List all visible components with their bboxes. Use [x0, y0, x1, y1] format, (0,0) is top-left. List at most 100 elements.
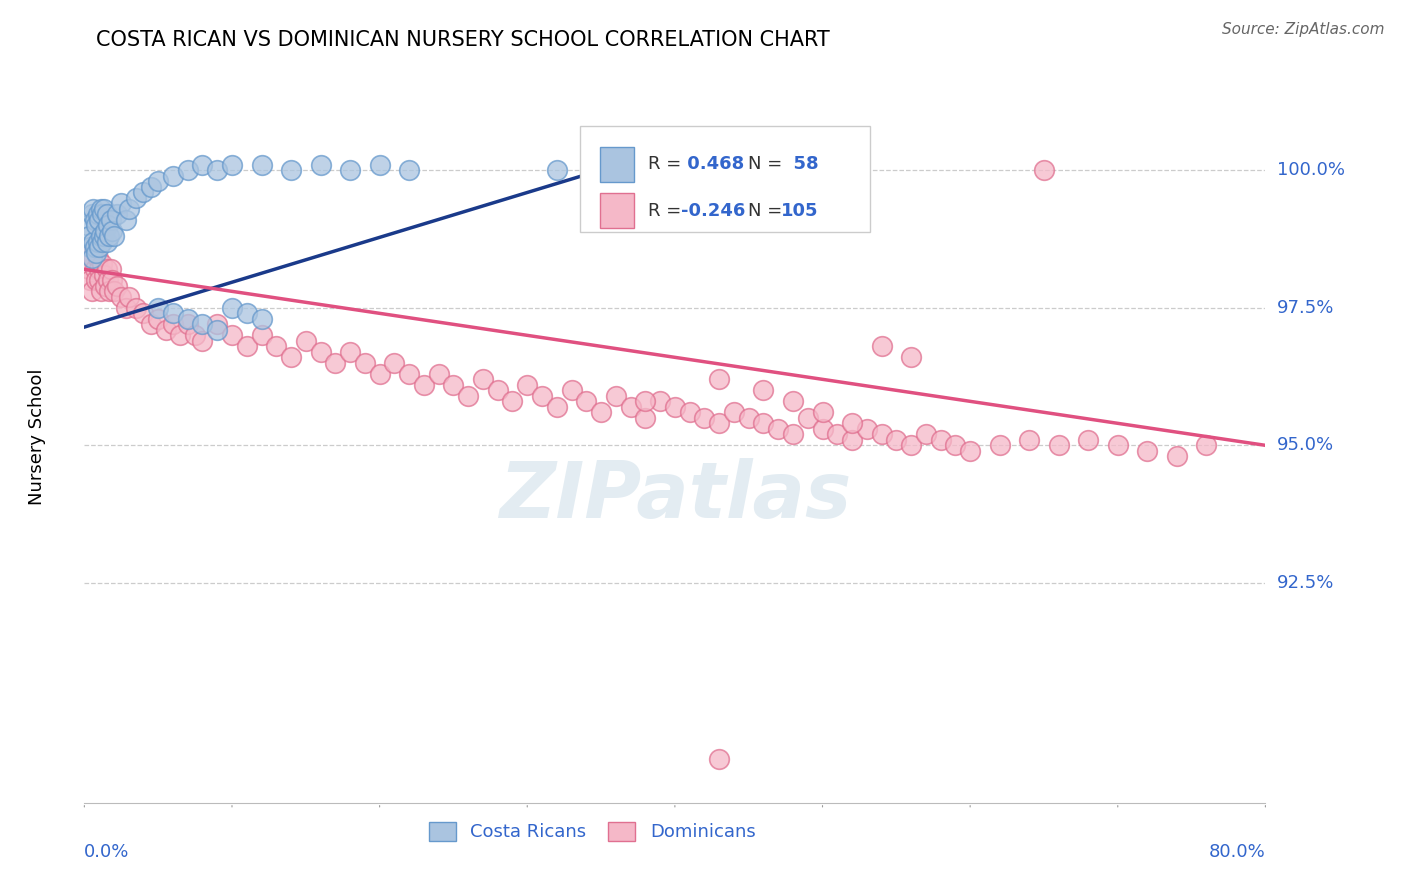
Point — [561, 384, 583, 398]
Point — [382, 356, 406, 370]
Text: ZIPatlas: ZIPatlas — [499, 458, 851, 533]
Point — [80, 285, 103, 299]
Point — [132, 306, 155, 320]
Point — [118, 290, 141, 304]
Point — [177, 163, 200, 178]
Point — [148, 311, 170, 326]
Point — [87, 212, 111, 227]
Text: Source: ZipAtlas.com: Source: ZipAtlas.com — [1222, 22, 1385, 37]
Point — [105, 207, 128, 221]
Point — [114, 301, 136, 315]
Point — [93, 229, 115, 244]
Point — [295, 334, 318, 348]
Text: Nursery School: Nursery School — [28, 368, 46, 506]
Text: 0.468: 0.468 — [681, 155, 744, 173]
Point — [841, 417, 863, 431]
Point — [486, 384, 509, 398]
Point — [546, 163, 568, 178]
Point — [368, 158, 391, 172]
Point — [162, 169, 184, 183]
Point — [84, 219, 107, 233]
Point — [76, 219, 98, 233]
Point — [82, 252, 104, 266]
Point — [354, 356, 377, 370]
Point — [236, 306, 259, 320]
Point — [280, 351, 302, 365]
Point — [169, 328, 191, 343]
Point — [110, 196, 132, 211]
Point — [516, 377, 538, 392]
Point — [87, 240, 111, 254]
Point — [531, 389, 554, 403]
FancyBboxPatch shape — [600, 194, 634, 228]
Point — [709, 417, 731, 431]
Point — [988, 438, 1011, 452]
Point — [96, 207, 118, 221]
Text: 100.0%: 100.0% — [1277, 161, 1344, 179]
Point — [93, 268, 115, 282]
Point — [86, 235, 108, 249]
Point — [207, 163, 229, 178]
Point — [900, 438, 922, 452]
Point — [139, 179, 162, 194]
Point — [309, 158, 332, 172]
Point — [101, 273, 124, 287]
Point — [501, 394, 523, 409]
Text: 80.0%: 80.0% — [1209, 843, 1265, 861]
Point — [1107, 438, 1129, 452]
Text: -0.246: -0.246 — [681, 202, 745, 219]
Point — [1136, 443, 1159, 458]
FancyBboxPatch shape — [581, 126, 870, 232]
Point — [114, 212, 136, 227]
Text: 95.0%: 95.0% — [1277, 436, 1334, 454]
Point — [266, 339, 288, 353]
Point — [945, 438, 967, 452]
Point — [811, 422, 834, 436]
Point — [132, 186, 155, 200]
Point — [83, 240, 105, 254]
Point — [97, 219, 120, 233]
Text: N =: N = — [748, 202, 789, 219]
Point — [91, 235, 114, 249]
Point — [177, 318, 200, 332]
Point — [139, 318, 162, 332]
Point — [98, 229, 121, 244]
Point — [77, 229, 100, 244]
Point — [709, 372, 731, 386]
Point — [103, 229, 125, 244]
Legend: Costa Ricans, Dominicans: Costa Ricans, Dominicans — [422, 814, 762, 848]
Point — [80, 207, 103, 221]
Point — [221, 301, 243, 315]
Point — [87, 273, 111, 287]
Point — [398, 163, 420, 178]
FancyBboxPatch shape — [600, 147, 634, 182]
Point — [162, 318, 184, 332]
Point — [79, 240, 101, 254]
Point — [1077, 433, 1099, 447]
Point — [105, 278, 128, 293]
Point — [650, 394, 672, 409]
Text: 97.5%: 97.5% — [1277, 299, 1334, 317]
Point — [929, 433, 952, 447]
Point — [693, 410, 716, 425]
Point — [84, 273, 107, 287]
Point — [91, 207, 114, 221]
Point — [1166, 450, 1188, 464]
Point — [103, 285, 125, 299]
Point — [398, 367, 420, 381]
Point — [76, 252, 98, 266]
Point — [191, 334, 214, 348]
Point — [79, 273, 101, 287]
Text: R =: R = — [648, 202, 686, 219]
Point — [620, 400, 643, 414]
Point — [723, 405, 745, 419]
Text: 58: 58 — [782, 155, 818, 173]
Point — [782, 394, 804, 409]
Point — [664, 400, 686, 414]
Point — [93, 202, 115, 216]
Point — [221, 158, 243, 172]
Point — [811, 405, 834, 419]
Point — [309, 344, 332, 359]
Point — [1047, 438, 1070, 452]
Point — [100, 262, 122, 277]
